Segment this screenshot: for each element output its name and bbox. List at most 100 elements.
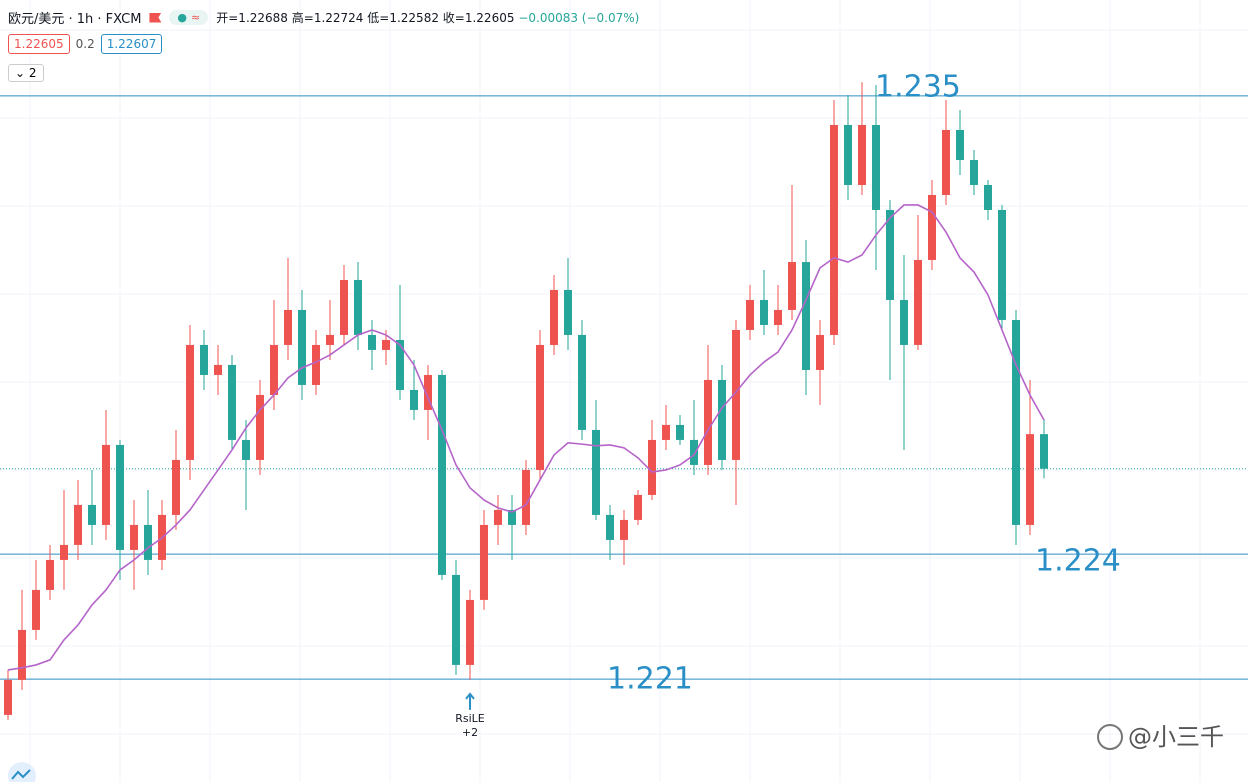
ohlc-high: 高=1.22724	[291, 11, 364, 25]
candle-body	[102, 444, 110, 525]
candle-body	[18, 629, 26, 680]
flag-icon[interactable]	[149, 12, 162, 23]
candle-body	[914, 259, 922, 345]
buy-button[interactable]: 1.22607	[100, 34, 163, 54]
candle-body	[522, 469, 530, 525]
candle-body	[144, 524, 152, 560]
candle-body	[886, 209, 894, 300]
candle-body	[466, 599, 474, 665]
watermark-icon	[1097, 724, 1123, 750]
candle-body	[130, 524, 138, 550]
ohlc-low: 低=1.22582	[367, 11, 439, 25]
symbol[interactable]: 欧元/美元 · 1h · FXCM	[8, 12, 142, 27]
candle-body	[648, 439, 656, 495]
candle-body	[662, 424, 670, 440]
status-pill[interactable]: ● ≈	[169, 10, 209, 25]
candle-body	[550, 289, 558, 345]
candle-body	[1040, 434, 1048, 469]
candle-body	[844, 124, 852, 185]
watermark: @小三千	[1128, 723, 1224, 751]
candle-body	[424, 374, 432, 410]
candle-body	[676, 424, 684, 440]
candle-body	[858, 124, 866, 185]
moving-average	[7, 204, 1045, 671]
horizontal-line-label: 1.221	[607, 662, 693, 697]
candle-body	[298, 309, 306, 385]
candle-body	[998, 209, 1006, 320]
candle-body	[928, 194, 936, 260]
candle-body	[186, 344, 194, 460]
horizontal-line-label: 1.235	[875, 69, 961, 104]
candle-body	[312, 344, 320, 385]
candle-body	[32, 589, 40, 630]
candle-body	[452, 574, 460, 665]
trade-row: 1.22605 0.2 1.22607	[8, 34, 163, 54]
candle-body	[1026, 434, 1034, 525]
candle-body	[480, 524, 488, 600]
sell-button[interactable]: 1.22605	[8, 34, 70, 54]
candle-body	[396, 339, 404, 390]
header: 欧元/美元 · 1h · FXCM ● ≈ 开=1.22688 高=1.22724…	[8, 8, 639, 27]
candle-body	[900, 299, 908, 345]
candle-body	[228, 364, 236, 440]
spread: 0.2	[75, 37, 95, 51]
candle-body	[774, 309, 782, 325]
candle-body	[1012, 319, 1020, 525]
candle-body	[326, 334, 334, 345]
candle-body	[354, 279, 362, 335]
indicator-toggle[interactable]: ⌄ 2	[8, 64, 44, 82]
candle-body	[200, 344, 208, 375]
candle-body	[732, 329, 740, 460]
candle-body	[942, 129, 950, 195]
candle-body	[984, 184, 992, 210]
candle-body	[410, 389, 418, 410]
candle-body	[116, 444, 124, 550]
candle-body	[872, 124, 880, 210]
candle-body	[816, 334, 824, 370]
candle-body	[830, 124, 838, 335]
candle-body	[536, 344, 544, 470]
candle-body	[4, 679, 12, 715]
candle-body	[606, 514, 614, 540]
ohlc: 开=1.22688 高=1.22724 低=1.22582 收=1.22605 …	[216, 9, 639, 26]
candle-body	[564, 289, 572, 335]
logo	[8, 762, 36, 782]
candle-body	[578, 334, 586, 430]
candle-body	[956, 129, 964, 160]
candle-body	[970, 159, 978, 185]
candle-body	[508, 509, 516, 525]
candle-body	[438, 374, 446, 575]
candle-body	[172, 459, 180, 515]
candle-body	[214, 364, 222, 375]
candle-body	[46, 559, 54, 590]
candle-body	[382, 339, 390, 350]
candle-body	[634, 494, 642, 520]
ohlc-close: 收=1.22605	[442, 11, 515, 25]
candle-body	[704, 379, 712, 465]
indicator-count: 2	[28, 66, 37, 80]
candle-body	[620, 519, 628, 540]
candle-body	[242, 439, 250, 460]
logo-wave	[11, 769, 31, 780]
candle-body	[802, 262, 810, 370]
candle-body	[74, 504, 82, 545]
candle-body	[788, 262, 796, 310]
signal-arrow	[465, 692, 475, 710]
candle-body	[60, 544, 68, 560]
candle-body	[760, 299, 768, 325]
candle-body	[718, 379, 726, 460]
candle-body	[746, 299, 754, 330]
candle-body	[270, 344, 278, 395]
horizontal-line-label: 1.224	[1035, 544, 1121, 579]
ohlc-open: 开=1.22688	[216, 11, 288, 25]
ohlc-change: −0.00083 (−0.07%)	[518, 11, 640, 25]
signal-sub: +2	[462, 726, 478, 739]
candle-body	[690, 439, 698, 465]
signal-label: RsiLE	[455, 712, 485, 725]
candle-body	[340, 279, 348, 335]
candle-body	[88, 504, 96, 525]
candle-body	[368, 334, 376, 350]
candle-body	[256, 394, 264, 460]
